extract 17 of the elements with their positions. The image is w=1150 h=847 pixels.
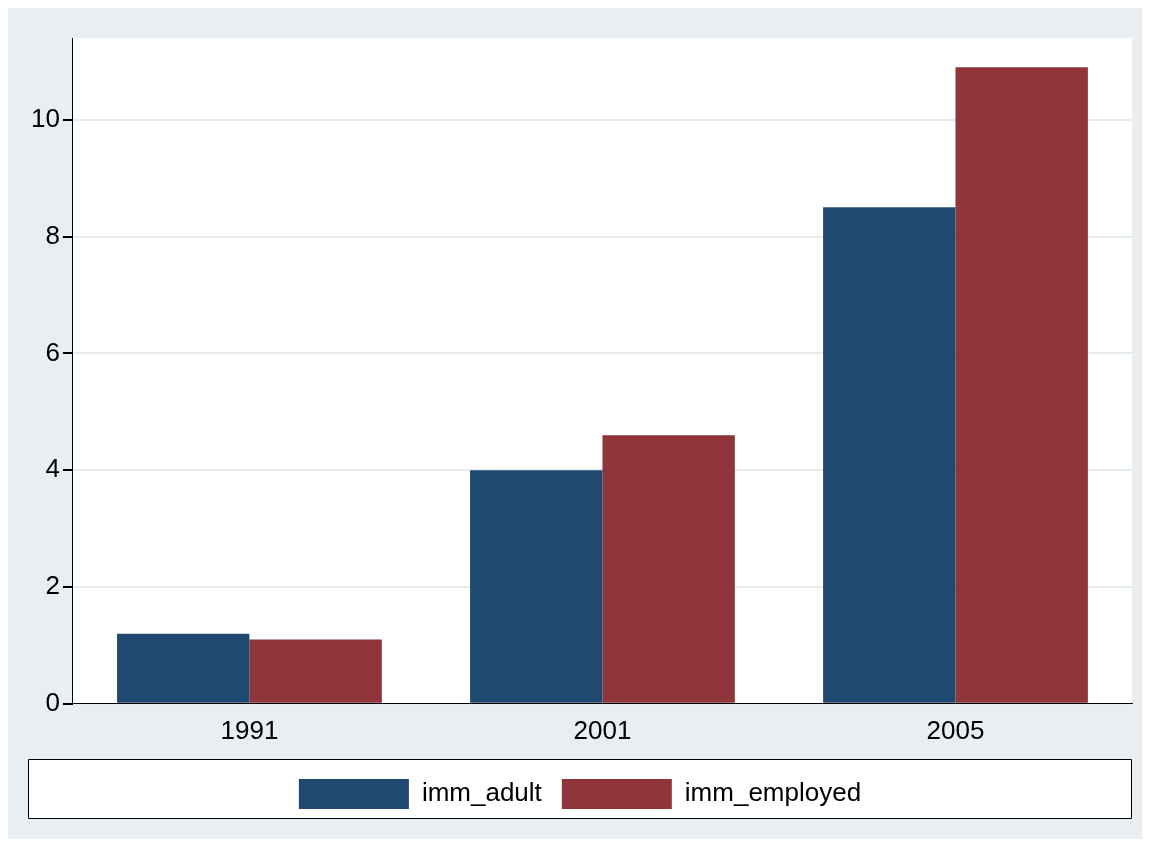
y-tick-label: 10 (31, 102, 60, 133)
bar (823, 207, 956, 703)
y-tick-label: 4 (45, 453, 60, 484)
bar (117, 633, 250, 703)
y-tick-label: 0 (45, 686, 60, 717)
x-tick-label: 1991 (220, 714, 279, 745)
bar (602, 435, 735, 703)
legend-label: imm_adult (421, 777, 543, 808)
y-tick-label: 6 (45, 336, 60, 367)
bar (470, 470, 603, 703)
bar (955, 67, 1088, 703)
x-tick-label: 2005 (926, 714, 985, 745)
y-tick-label: 2 (45, 570, 60, 601)
bar (249, 639, 382, 703)
y-tick-label: 8 (45, 219, 60, 250)
legend-label: imm_employed (684, 777, 862, 808)
x-tick-label: 2001 (573, 714, 632, 745)
